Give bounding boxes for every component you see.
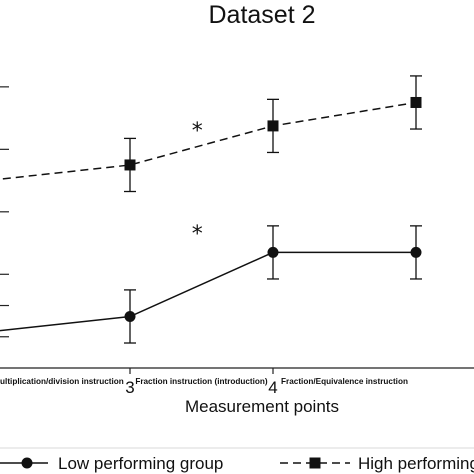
data-point xyxy=(267,246,279,258)
data-point xyxy=(410,96,422,108)
series-line xyxy=(0,251,416,332)
series-low xyxy=(0,225,422,344)
legend-item-low: Low performing group xyxy=(0,454,223,473)
phase-label: Fraction instruction (introduction) xyxy=(135,377,268,386)
data-point xyxy=(124,310,136,322)
series-line xyxy=(0,101,417,180)
legend-marker xyxy=(309,457,321,469)
annotations: ***Δ xyxy=(192,119,203,247)
phase-label: Fraction/Equivalence instruction xyxy=(281,377,408,386)
series-layer xyxy=(0,75,422,344)
phase-label: Multiplication/division instruction xyxy=(0,377,124,386)
x-axis-title: Measurement points xyxy=(185,397,339,416)
chart-title: Dataset 2 xyxy=(208,1,315,29)
annotation-significance: * xyxy=(192,119,203,144)
legend-label: High performing group xyxy=(358,454,474,473)
data-point xyxy=(267,120,279,132)
x-tick-label: 4 xyxy=(268,378,277,397)
legend-item-high: High performing group xyxy=(280,454,474,473)
data-point xyxy=(410,246,422,258)
annotation-significance: * xyxy=(192,222,203,247)
legend-label: Low performing group xyxy=(58,454,223,473)
series-high xyxy=(0,75,422,193)
legend-marker xyxy=(21,457,33,469)
legend: Low performing group High performing grou… xyxy=(0,447,474,473)
data-point xyxy=(124,159,136,171)
x-tick-label: 3 xyxy=(125,378,134,397)
